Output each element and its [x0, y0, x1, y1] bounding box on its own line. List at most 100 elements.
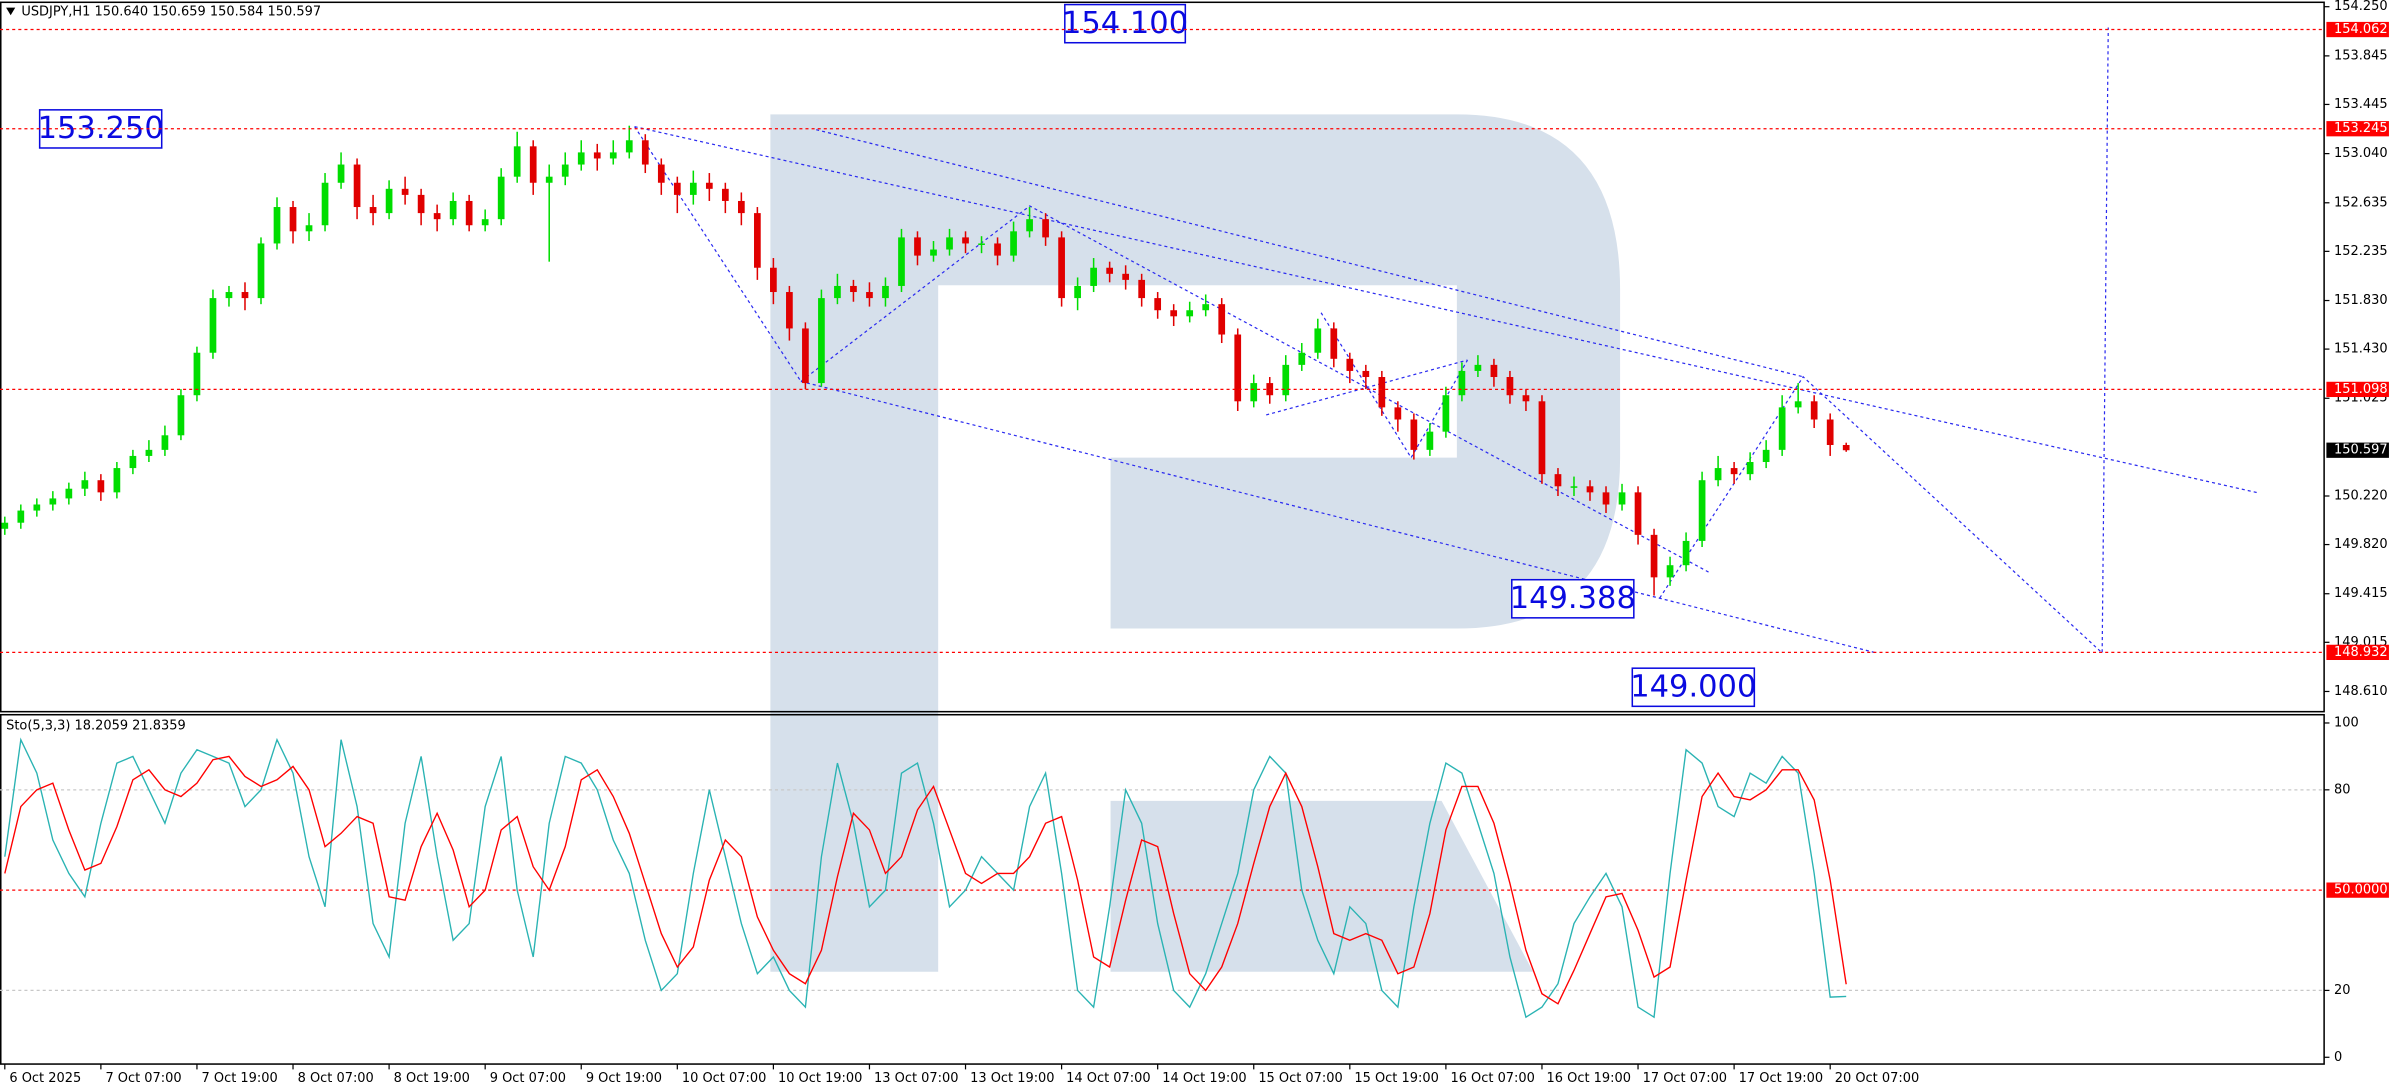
- symbol-header: USDJPY,H1 150.640 150.659 150.584 150.59…: [21, 5, 321, 20]
- candle-body: [1506, 377, 1514, 396]
- candle-body: [1346, 358, 1354, 371]
- candle-body: [401, 188, 409, 195]
- y-tick-label: 0: [2334, 1050, 2342, 1065]
- candle-body: [738, 200, 745, 214]
- candle-body: [1106, 267, 1113, 274]
- candle-body: [49, 498, 57, 505]
- candle-body: [1586, 486, 1594, 493]
- level-label-box: [2326, 21, 2389, 38]
- candle-body: [465, 200, 473, 226]
- candle-body: [1522, 395, 1530, 402]
- candle-body: [1138, 279, 1146, 299]
- candle-body: [497, 176, 505, 220]
- candle-body: [113, 468, 121, 493]
- y-tick-label: 153.445: [2334, 97, 2388, 112]
- candle-body: [225, 292, 233, 299]
- candle-body: [481, 219, 489, 226]
- oscillator-line: [4, 737, 1847, 1019]
- candle-body: [625, 140, 633, 153]
- candle-body: [385, 188, 393, 214]
- candle-body: [1090, 267, 1097, 286]
- candle-body: [882, 285, 889, 299]
- candle-body: [1, 522, 9, 529]
- candle-body: [1042, 219, 1049, 238]
- candle-body: [1666, 565, 1674, 578]
- candle-body: [337, 164, 345, 183]
- candle-body: [786, 292, 793, 329]
- candle-body: [705, 182, 713, 189]
- current-price-label-box: [2326, 442, 2389, 458]
- candle-body: [994, 243, 1001, 256]
- y-tick-label: 20: [2334, 983, 2350, 998]
- level-label: 50.0000: [2334, 883, 2388, 898]
- candle-body: [1362, 370, 1370, 378]
- candle-body: [1842, 445, 1850, 451]
- candle-body: [1314, 328, 1322, 353]
- x-tick-label: 10 Oct 19:00: [778, 1071, 862, 1086]
- candle-body: [866, 292, 873, 299]
- candle-body: [1746, 462, 1754, 475]
- x-tick-label: 16 Oct 07:00: [1450, 1071, 1534, 1086]
- candle-body: [930, 249, 937, 256]
- candle-body: [1394, 407, 1402, 420]
- main-panel-frame: [0, 1, 2325, 713]
- candle-body: [529, 146, 537, 183]
- candle-body: [673, 182, 681, 195]
- y-tick-label: 154.250: [2334, 0, 2388, 14]
- candle-body: [1026, 219, 1033, 232]
- x-tick-label: 14 Oct 19:00: [1162, 1071, 1246, 1086]
- level-label-box: [2326, 381, 2389, 398]
- candle-body: [1298, 352, 1306, 365]
- candle-body: [1762, 449, 1770, 463]
- oscillator-line: [4, 755, 1847, 1005]
- candle-body: [1202, 304, 1210, 311]
- candle-body: [978, 243, 985, 245]
- menu-arrow[interactable]: [6, 7, 16, 16]
- current-price-label: 150.597: [2334, 443, 2388, 458]
- candle-body: [1458, 370, 1466, 396]
- candle-body: [1602, 492, 1610, 505]
- candle-body: [1218, 304, 1226, 335]
- y-tick-label: 152.635: [2334, 195, 2388, 210]
- candle-body: [1810, 401, 1818, 420]
- candle-body: [97, 480, 105, 493]
- candle-body: [1154, 298, 1162, 311]
- candle-body: [1074, 285, 1081, 299]
- candle-body: [1122, 273, 1130, 280]
- candle-body: [513, 146, 521, 177]
- candle-body: [1714, 468, 1722, 481]
- x-tick-label: 14 Oct 07:00: [1066, 1071, 1150, 1086]
- x-tick-label: 13 Oct 07:00: [874, 1071, 958, 1086]
- candle-body: [545, 176, 553, 183]
- candle-body: [1570, 486, 1578, 488]
- candle-body: [257, 243, 265, 299]
- candle-body: [17, 510, 25, 523]
- candle-body: [449, 200, 457, 220]
- candle-body: [193, 352, 201, 396]
- x-tick-label: 8 Oct 07:00: [298, 1071, 374, 1086]
- level-label: 148.932: [2334, 645, 2388, 660]
- candle-body: [1170, 310, 1178, 317]
- candle-body: [1442, 395, 1450, 432]
- candle-body: [1682, 540, 1690, 566]
- candle-body: [802, 328, 809, 384]
- candle-body: [1410, 419, 1418, 450]
- candle-body: [145, 449, 153, 456]
- candle-body: [914, 237, 921, 256]
- candle-body: [898, 237, 905, 286]
- candle-body: [962, 237, 969, 244]
- candle-body: [1234, 334, 1242, 402]
- x-tick-label: 6 Oct 2025: [9, 1071, 81, 1086]
- candle-body: [689, 182, 697, 195]
- x-tick-label: 20 Oct 07:00: [1835, 1071, 1919, 1086]
- candle-body: [850, 285, 857, 293]
- x-tick-label: 9 Oct 19:00: [586, 1071, 662, 1086]
- candle-body: [561, 164, 569, 177]
- x-tick-label: 15 Oct 19:00: [1354, 1071, 1438, 1086]
- candle-body: [1330, 328, 1338, 359]
- candle-body: [353, 164, 361, 208]
- candle-body: [946, 237, 953, 250]
- candle-body: [1058, 237, 1065, 299]
- candle-body: [657, 164, 665, 183]
